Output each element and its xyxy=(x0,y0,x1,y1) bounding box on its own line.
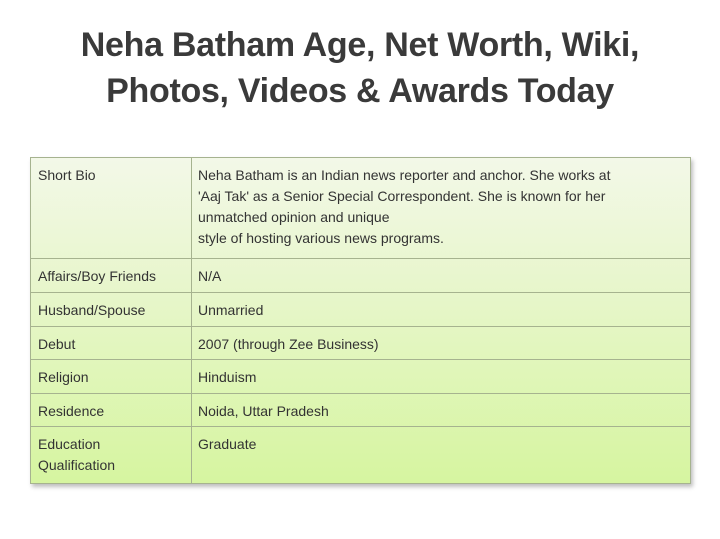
bio-table: Short Bio Neha Batham is an Indian news … xyxy=(30,157,691,484)
row-label: Husband/Spouse xyxy=(38,302,146,318)
bio-line: 'Aaj Tak' as a Senior Special Correspond… xyxy=(198,188,606,204)
table-row-education: Education Qualification Graduate xyxy=(31,427,690,483)
table-row-debut: Debut 2007 (through Zee Business) xyxy=(31,327,690,360)
row-value: Hinduism xyxy=(198,369,257,385)
table-row-short-bio: Short Bio Neha Batham is an Indian news … xyxy=(31,158,690,259)
row-label: Debut xyxy=(38,336,76,352)
table-row-religion: Religion Hinduism xyxy=(31,360,690,394)
label-line: Qualification xyxy=(38,457,116,473)
row-value: Unmarried xyxy=(198,302,264,318)
row-label: Short Bio xyxy=(38,167,96,183)
bio-line: unmatched opinion and unique xyxy=(198,209,390,225)
row-value: Noida, Uttar Pradesh xyxy=(198,403,329,419)
table-row-affairs: Affairs/Boy Friends N/A xyxy=(31,259,690,293)
row-value: Graduate xyxy=(198,436,257,452)
bio-line: Neha Batham is an Indian news reporter a… xyxy=(198,167,611,183)
bio-line: style of hosting various news programs. xyxy=(198,230,444,246)
row-value: 2007 (through Zee Business) xyxy=(198,336,379,352)
row-label: Residence xyxy=(38,403,105,419)
title-line-1: Neha Batham Age, Net Worth, Wiki, xyxy=(80,26,640,64)
row-value: Neha Batham is an Indian news reporter a… xyxy=(198,165,683,249)
row-label: Religion xyxy=(38,369,89,385)
row-label: Affairs/Boy Friends xyxy=(38,268,157,284)
slide-title: Neha Batham Age, Net Worth, Wiki, Photos… xyxy=(0,22,720,114)
title-line-2: Photos, Videos & Awards Today xyxy=(106,72,614,110)
table-row-spouse: Husband/Spouse Unmarried xyxy=(31,293,690,327)
row-label: Education Qualification xyxy=(38,434,188,476)
label-line: Education xyxy=(38,436,101,452)
column-divider xyxy=(191,158,192,483)
row-value: N/A xyxy=(198,268,222,284)
table-row-residence: Residence Noida, Uttar Pradesh xyxy=(31,394,690,427)
